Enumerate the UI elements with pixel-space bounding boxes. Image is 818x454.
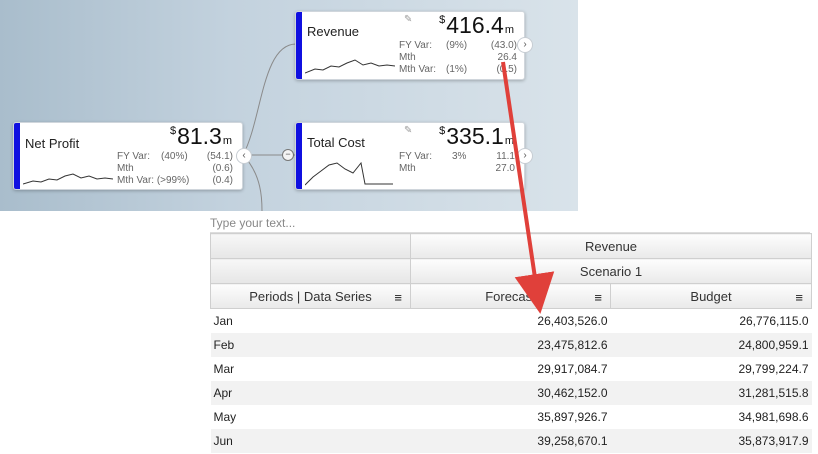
currency-symbol: $ bbox=[439, 125, 446, 137]
menu-icon[interactable]: ≡ bbox=[394, 290, 402, 305]
forecast-cell[interactable]: 26,403,526.0 bbox=[537, 314, 608, 328]
table-row[interactable]: Mar 29,917,084.7 29,799,224.7 bbox=[211, 357, 812, 381]
forecast-cell[interactable]: 35,897,926.7 bbox=[537, 410, 608, 424]
grid-header-periods[interactable]: Periods | Data Series ≡ bbox=[210, 283, 411, 309]
revenue-card[interactable]: Revenue ✎ $416.4m FY Var: (9%) (43.0) Mt… bbox=[295, 11, 525, 80]
sparkline bbox=[305, 161, 393, 186]
grid-header-label: Periods | Data Series bbox=[249, 288, 372, 304]
row-pct: (1%) bbox=[446, 64, 468, 75]
card-accent-stripe bbox=[296, 123, 302, 189]
grid-header-label: Budget bbox=[690, 288, 732, 304]
currency-symbol: $ bbox=[439, 14, 446, 26]
menu-icon[interactable]: ≡ bbox=[594, 290, 602, 305]
table-row[interactable]: Apr 30,462,152.0 31,281,515.8 bbox=[210, 381, 812, 405]
row-amount: (43.0) bbox=[490, 40, 517, 51]
row-amount: (0.6) bbox=[212, 163, 233, 174]
grid-header-budget[interactable]: Budget ≡ bbox=[609, 283, 813, 309]
period-cell[interactable]: May bbox=[213, 410, 237, 424]
collapse-chevron-icon[interactable]: ‹ bbox=[236, 148, 252, 164]
card-value-unit: m bbox=[504, 135, 514, 147]
card-title: Revenue bbox=[307, 24, 360, 39]
currency-symbol: $ bbox=[169, 125, 177, 137]
row-label: Mth bbox=[399, 163, 416, 174]
grid-header-forecast[interactable]: Forecast ≡ bbox=[410, 283, 611, 309]
row-pct: (40%) bbox=[161, 151, 188, 162]
card-value-unit: m bbox=[222, 135, 232, 147]
expand-chevron-icon[interactable]: › bbox=[517, 37, 533, 53]
budget-cell[interactable]: 26,776,115.0 bbox=[739, 314, 809, 328]
forecast-cell[interactable]: 30,462,152.0 bbox=[410, 381, 611, 405]
row-amount: 27.0 bbox=[495, 163, 515, 174]
collapse-node-icon[interactable]: − bbox=[282, 149, 294, 161]
sparkline bbox=[23, 173, 113, 185]
table-row[interactable]: Jun 39,258,670.1 35,873,917.9 bbox=[210, 429, 812, 453]
period-cell[interactable]: Jun bbox=[210, 429, 411, 453]
grid-header-measure: Revenue bbox=[409, 233, 813, 259]
row-pct: 3% bbox=[452, 151, 467, 162]
table-row[interactable]: Feb 23,475,812.6 24,800,959.1 bbox=[210, 333, 812, 357]
budget-cell[interactable]: 24,800,959.1 bbox=[610, 333, 812, 357]
card-title: Total Cost bbox=[307, 135, 365, 150]
net-profit-card[interactable]: Net Profit $81.3m FY Var: (40%) (54.1) M… bbox=[13, 122, 243, 190]
card-value: $335.1m bbox=[439, 123, 514, 150]
period-cell[interactable]: Apr bbox=[210, 381, 411, 405]
card-value: $416.4m bbox=[439, 12, 514, 39]
card-accent-stripe bbox=[296, 12, 302, 79]
grid-corner-cell bbox=[210, 258, 411, 284]
row-amount: (54.1) bbox=[206, 151, 233, 162]
row-label: Mth Var: (>99%) bbox=[117, 175, 190, 186]
text-input[interactable]: Type your text... bbox=[210, 214, 810, 233]
row-label: Mth bbox=[117, 163, 134, 174]
card-value-number: 416.4 bbox=[446, 12, 504, 38]
row-label: FY Var: bbox=[117, 151, 150, 162]
card-accent-stripe bbox=[14, 123, 20, 189]
row-amount: (0.4) bbox=[212, 175, 233, 186]
budget-cell[interactable]: 35,873,917.9 bbox=[610, 429, 812, 453]
row-pct: (9%) bbox=[446, 40, 468, 51]
row-label: FY Var: bbox=[399, 151, 432, 162]
data-grid: Revenue Scenario 1 Periods | Data Series… bbox=[210, 233, 813, 453]
card-value-number: 335.1 bbox=[446, 123, 504, 149]
card-value-unit: m bbox=[504, 24, 514, 36]
forecast-cell[interactable]: 29,917,084.7 bbox=[537, 362, 608, 376]
card-value: $81.3m bbox=[170, 123, 232, 150]
grid-header-scenario: Scenario 1 bbox=[409, 258, 813, 284]
pencil-icon[interactable]: ✎ bbox=[404, 14, 413, 25]
row-label: FY Var: bbox=[399, 40, 432, 51]
pencil-icon[interactable]: ✎ bbox=[404, 125, 413, 136]
card-value-number: 81.3 bbox=[177, 123, 222, 149]
menu-icon[interactable]: ≡ bbox=[795, 290, 804, 305]
sparkline bbox=[305, 59, 395, 74]
budget-cell[interactable]: 31,281,515.8 bbox=[610, 381, 812, 405]
budget-cell[interactable]: 34,981,698.6 bbox=[738, 410, 809, 424]
row-amount: 11.1 bbox=[496, 151, 515, 162]
forecast-cell[interactable]: 23,475,812.6 bbox=[410, 333, 611, 357]
period-cell[interactable]: Mar bbox=[213, 362, 235, 376]
period-cell[interactable]: Feb bbox=[210, 333, 411, 357]
period-cell[interactable]: Jan bbox=[213, 314, 233, 328]
row-amount: 26.4 bbox=[497, 52, 517, 63]
card-title: Net Profit bbox=[25, 136, 80, 151]
row-label: Mth Var: bbox=[399, 64, 437, 75]
budget-cell[interactable]: 29,799,224.7 bbox=[738, 362, 809, 376]
row-label: Mth bbox=[399, 52, 416, 63]
row-amount: (0.5) bbox=[496, 64, 517, 75]
forecast-cell[interactable]: 39,258,670.1 bbox=[410, 429, 611, 453]
table-row[interactable]: Jan 26,403,526.0 26,776,115.0 bbox=[211, 309, 812, 334]
table-row[interactable]: May 35,897,926.7 34,981,698.6 bbox=[211, 405, 812, 429]
grid-corner-cell bbox=[210, 233, 411, 259]
